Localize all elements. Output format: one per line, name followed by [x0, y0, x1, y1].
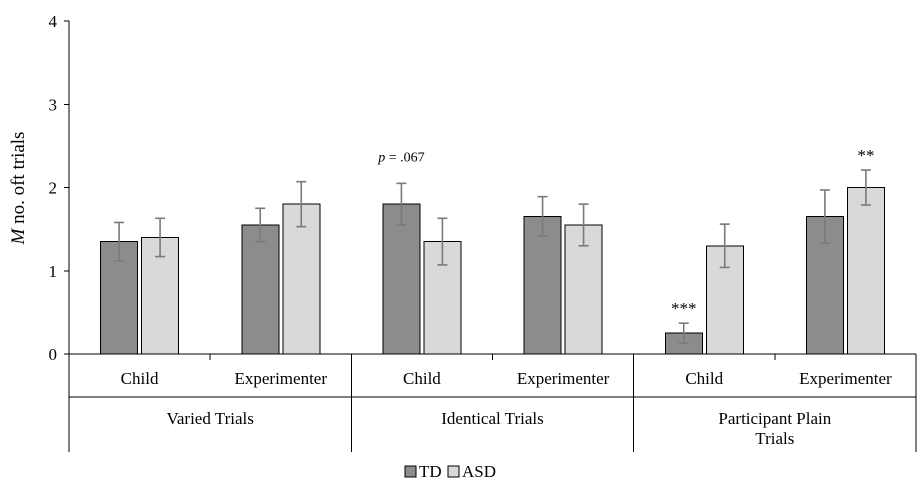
category-label: Child [121, 369, 159, 388]
y-tick-label: 2 [49, 179, 58, 198]
legend-label: TD [419, 462, 442, 481]
error-bar-td-2 [396, 182, 407, 226]
error-bars [114, 169, 871, 344]
error-bar-asd-4 [719, 223, 730, 269]
error-bar-asd-2 [437, 217, 448, 266]
y-axis-title: M no. oft trials [8, 132, 29, 246]
category-label: Experimenter [517, 369, 610, 388]
legend-item-asd: ASD [447, 462, 496, 481]
y-axis: 0 1 2 3 4 [49, 12, 70, 364]
legend-item-td: TD [404, 462, 442, 481]
error-bar-td-1 [255, 207, 266, 243]
bar-td-1 [241, 224, 280, 355]
y-tick-label: 0 [49, 345, 58, 364]
annotation-1: *** [671, 299, 697, 318]
category-label: Experimenter [799, 369, 892, 388]
bar-td-3 [523, 216, 562, 355]
x-axis: Child Experimenter Child Experimenter Child E… [68, 353, 917, 452]
legend-swatch [404, 465, 417, 478]
error-bar-td-5 [819, 189, 830, 245]
y-tick-label: 4 [49, 12, 58, 31]
category-label: Child [685, 369, 723, 388]
error-bar-asd-0 [155, 217, 166, 258]
annotation-2: ** [857, 146, 874, 165]
legend-label: ASD [462, 462, 496, 481]
legend: TD ASD [404, 462, 496, 481]
bar-asd-1 [282, 203, 321, 355]
error-bar-td-4 [678, 322, 689, 344]
annotation-0: p = .067 [377, 150, 424, 165]
bar-td-2 [382, 203, 421, 355]
group-label: Identical Trials [441, 409, 543, 428]
group-label: Varied Trials [166, 409, 253, 428]
group-label: Trials [755, 429, 794, 448]
y-tick-label: 1 [49, 262, 58, 281]
error-bar-td-0 [114, 221, 125, 262]
error-bar-asd-5 [860, 169, 871, 206]
annotations: p = .067***** [377, 146, 874, 318]
group-label: Participant Plain [718, 409, 831, 428]
y-tick-label: 3 [49, 95, 58, 114]
category-label: Experimenter [234, 369, 327, 388]
error-bar-td-3 [537, 195, 548, 237]
legend-swatch [447, 465, 460, 478]
error-bar-asd-3 [578, 203, 589, 247]
bar-asd-5 [846, 187, 885, 355]
error-bar-asd-1 [296, 180, 307, 228]
category-label: Child [403, 369, 441, 388]
bars [100, 187, 885, 355]
